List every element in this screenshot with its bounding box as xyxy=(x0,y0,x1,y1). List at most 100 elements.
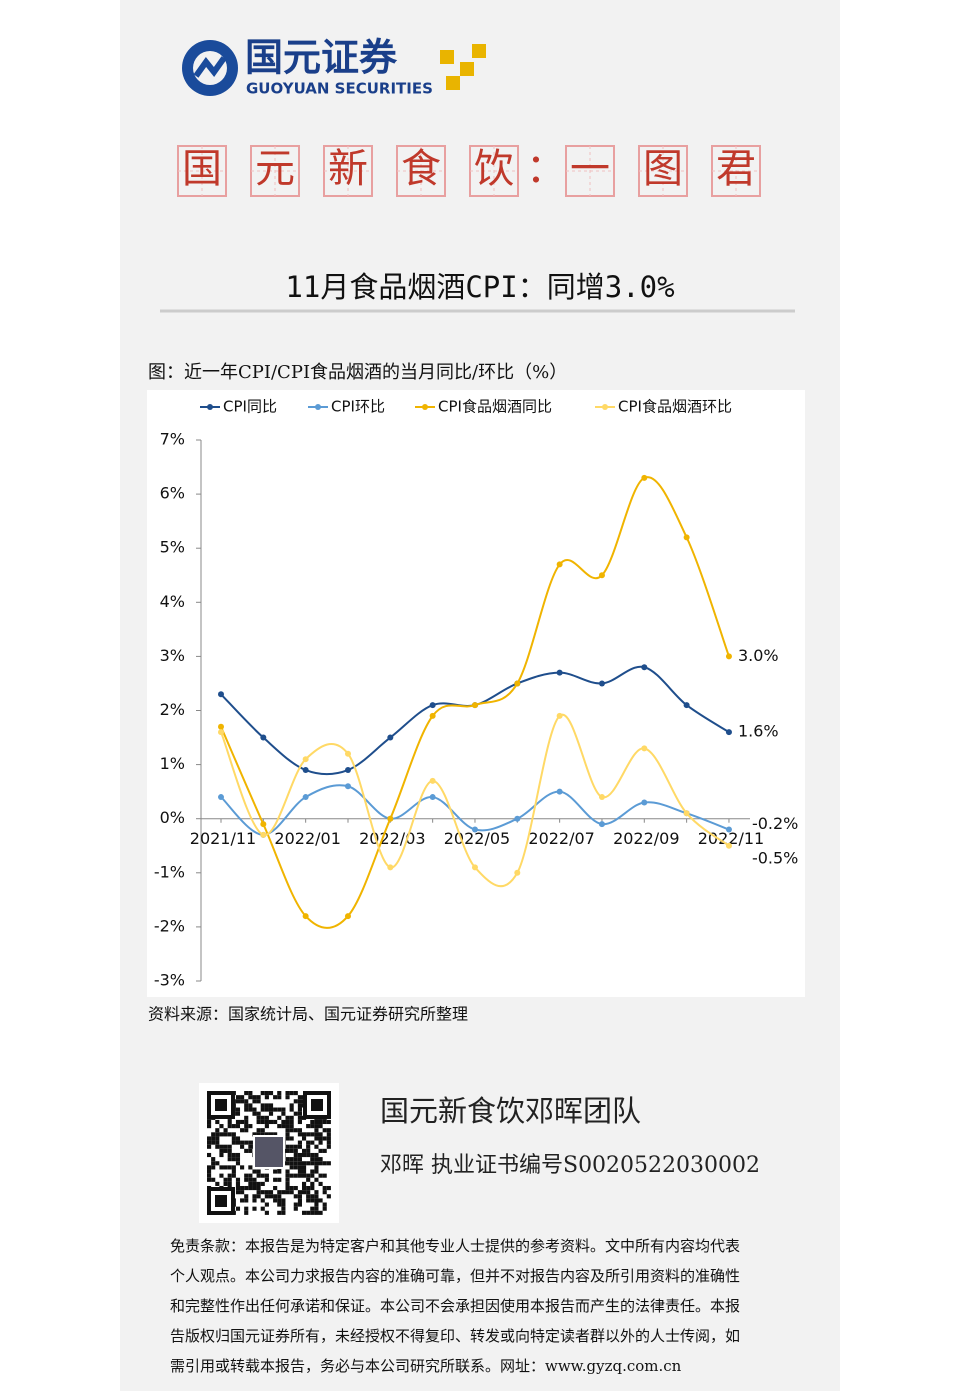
qr-module xyxy=(297,1169,302,1174)
qr-module xyxy=(256,1132,261,1137)
qr-module xyxy=(301,1165,307,1170)
banner-char: ： xyxy=(526,146,566,192)
qr-module xyxy=(301,1136,307,1141)
qr-module xyxy=(285,1190,290,1195)
qr-module xyxy=(256,1181,261,1186)
qr-module xyxy=(240,1099,245,1104)
qr-module xyxy=(297,1107,302,1112)
qr-module xyxy=(310,1169,315,1174)
qr-module xyxy=(219,1173,224,1178)
qr-module xyxy=(306,1173,311,1178)
qr-module xyxy=(268,1091,274,1096)
qr-module xyxy=(314,1198,319,1203)
qr-module xyxy=(297,1128,302,1133)
qr-module xyxy=(326,1119,331,1125)
qr-module xyxy=(268,1194,274,1199)
data-point xyxy=(514,869,521,876)
legend-label: CPI食品烟酒同比 xyxy=(438,398,552,416)
qr-module xyxy=(289,1136,294,1141)
chart: -3% -2% -1% 0% 1% 2% 3% 4% 5% 6% 7% 2021/11 2022/01 2… xyxy=(154,398,799,990)
qr-module xyxy=(207,1173,212,1178)
qr-module xyxy=(240,1198,245,1203)
qr-module xyxy=(306,1185,311,1191)
qr-module xyxy=(248,1091,253,1096)
qr-module xyxy=(277,1095,282,1100)
data-point xyxy=(344,783,351,790)
x-tick-label: 2022/03 xyxy=(359,829,425,848)
qr-module xyxy=(231,1173,236,1178)
x-tick-label: 2022/05 xyxy=(444,829,510,848)
qr-module xyxy=(211,1177,216,1182)
qr-module xyxy=(252,1181,257,1186)
qr-module xyxy=(318,1161,323,1166)
qr-module xyxy=(297,1165,302,1170)
legend-marker xyxy=(422,404,428,410)
qr-module xyxy=(260,1132,265,1137)
qr-module xyxy=(260,1173,265,1178)
qr-module xyxy=(314,1194,319,1199)
qr-module xyxy=(310,1132,315,1137)
legend-label: CPI同比 xyxy=(223,398,277,416)
qr-module xyxy=(264,1091,269,1096)
qr-module xyxy=(256,1099,261,1104)
qr-module xyxy=(293,1157,298,1162)
qr-module xyxy=(264,1103,269,1108)
qr-module xyxy=(260,1107,265,1112)
qr-module xyxy=(293,1173,298,1178)
qr-module xyxy=(240,1128,245,1133)
qr-module xyxy=(248,1095,253,1100)
qr-module xyxy=(301,1148,307,1153)
qr-module xyxy=(244,1140,249,1145)
qr-module xyxy=(235,1136,241,1141)
qr-module xyxy=(326,1136,331,1141)
qr-module xyxy=(314,1165,319,1170)
qr-module xyxy=(252,1198,257,1203)
qr-module xyxy=(223,1128,228,1133)
qr-module xyxy=(207,1140,212,1145)
qr-module xyxy=(318,1140,323,1145)
qr-module xyxy=(268,1132,274,1137)
qr-module xyxy=(301,1190,307,1195)
qr-module xyxy=(277,1177,282,1182)
qr-module xyxy=(240,1119,245,1125)
qr-module xyxy=(211,1165,216,1170)
qr-module xyxy=(301,1210,307,1215)
qr-module xyxy=(227,1173,232,1178)
qr-module xyxy=(227,1165,232,1170)
data-point xyxy=(514,815,521,822)
y-tick-label: 2% xyxy=(160,700,185,719)
qr-module xyxy=(289,1190,294,1195)
qr-module xyxy=(207,1169,212,1174)
qr-module xyxy=(244,1194,249,1199)
qr-module xyxy=(248,1181,253,1186)
qr-module xyxy=(231,1140,236,1145)
qr-module xyxy=(297,1132,302,1137)
qr-module xyxy=(207,1136,212,1141)
qr-module xyxy=(293,1165,298,1170)
qr-module xyxy=(256,1095,261,1100)
qr-module xyxy=(318,1119,323,1125)
qr-module xyxy=(310,1152,315,1158)
qr-module xyxy=(326,1140,331,1145)
qr-module xyxy=(235,1185,241,1191)
qr-module xyxy=(215,1140,220,1145)
qr-module xyxy=(297,1119,302,1125)
data-point xyxy=(344,750,351,757)
banner-char: 饮 xyxy=(474,146,514,192)
x-tick-label: 2022/01 xyxy=(274,829,340,848)
chart-source: 资料来源：国家统计局、国元证券研究所整理 xyxy=(148,1005,468,1024)
qr-module xyxy=(289,1107,294,1112)
qr-module xyxy=(314,1128,319,1133)
qr-module xyxy=(301,1161,307,1166)
qr-module xyxy=(306,1161,311,1166)
qr-module xyxy=(318,1132,323,1137)
qr-module xyxy=(260,1181,265,1186)
qr-module xyxy=(297,1099,302,1104)
qr-module xyxy=(215,1136,220,1141)
qr-module xyxy=(252,1132,257,1137)
qr-module xyxy=(211,1140,216,1145)
banner-char: 国 xyxy=(182,146,222,192)
y-tick-label: -3% xyxy=(154,971,185,990)
qr-module xyxy=(306,1210,311,1215)
